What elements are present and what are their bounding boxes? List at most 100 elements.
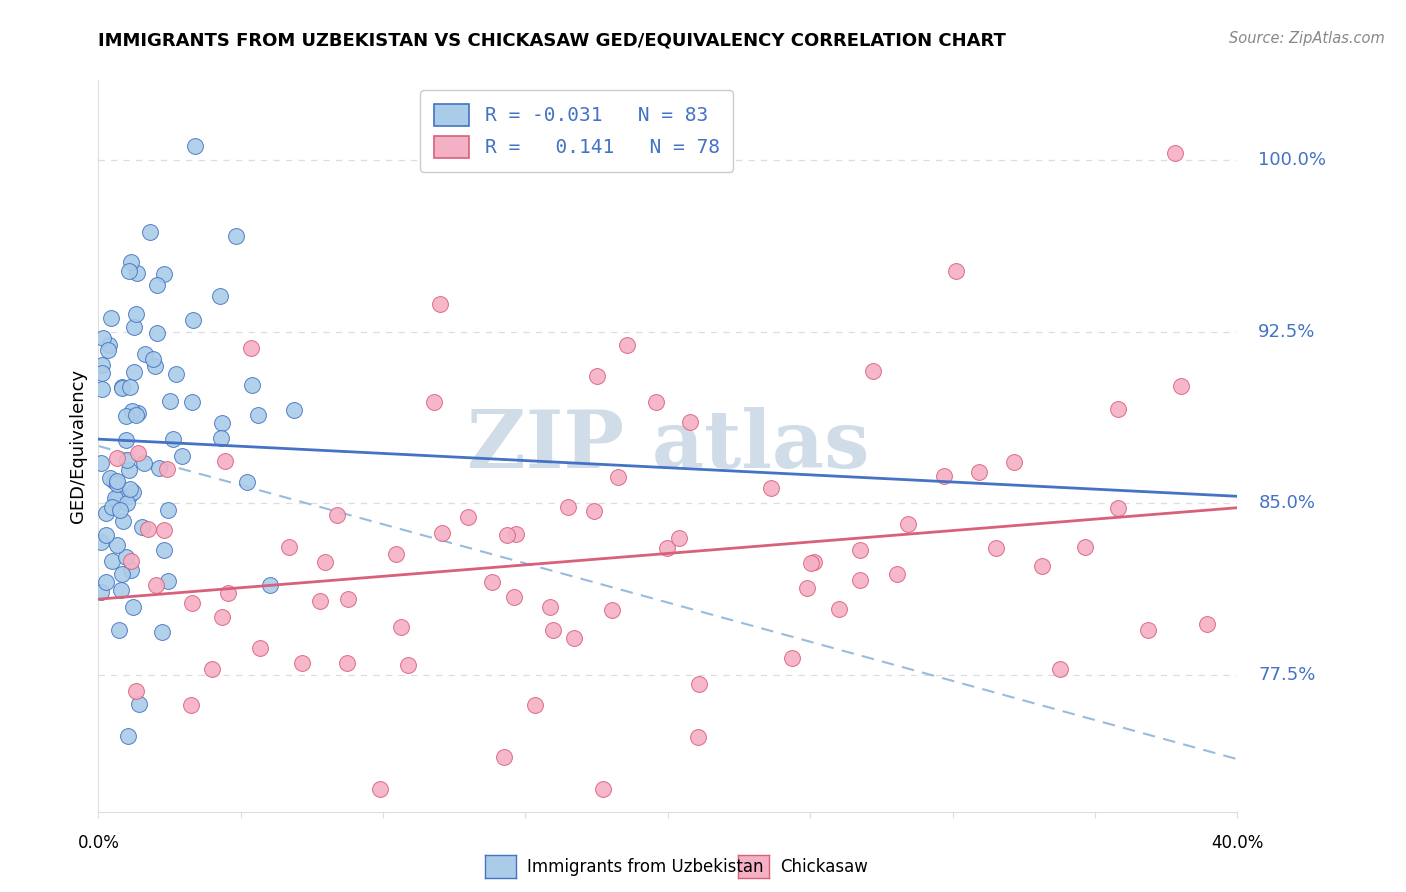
Point (1031, 558, 1053, 573)
Point (127, 446, 149, 460)
Point (115, 550, 138, 565)
Text: 40.0%: 40.0% (1211, 834, 1264, 852)
Point (90, 584, 112, 599)
Text: ZIP atlas: ZIP atlas (467, 407, 869, 485)
Point (1163, 146, 1185, 161)
Point (1170, 378, 1192, 392)
Point (583, 504, 606, 518)
Point (121, 403, 143, 417)
Point (557, 500, 579, 514)
Point (110, 583, 132, 598)
Point (368, 781, 391, 796)
Point (120, 255, 142, 269)
Text: Chickasaw: Chickasaw (780, 858, 869, 876)
Point (107, 490, 129, 504)
Text: 77.5%: 77.5% (1258, 665, 1316, 683)
Point (104, 493, 127, 508)
Point (862, 364, 884, 378)
Point (125, 266, 148, 280)
Point (125, 684, 148, 698)
Point (208, 289, 231, 303)
Point (236, 475, 259, 489)
Point (246, 408, 269, 422)
Point (139, 225, 162, 239)
Point (107, 623, 129, 637)
Point (314, 555, 336, 569)
Point (115, 453, 138, 467)
Point (309, 594, 332, 608)
Point (159, 394, 181, 409)
Point (1002, 455, 1025, 469)
Point (541, 623, 564, 637)
Text: 0.0%: 0.0% (77, 834, 120, 852)
Point (118, 264, 141, 278)
Point (886, 566, 908, 581)
Point (94, 506, 117, 520)
Point (118, 380, 141, 394)
Point (803, 555, 825, 569)
Point (150, 624, 173, 639)
Point (122, 484, 145, 499)
Point (97, 338, 120, 352)
Point (225, 228, 247, 243)
Point (688, 677, 710, 691)
Point (457, 509, 479, 524)
Point (148, 460, 170, 475)
Point (90, 456, 112, 470)
Point (209, 432, 232, 446)
Point (181, 597, 204, 611)
Point (291, 657, 314, 671)
Point (1197, 617, 1219, 632)
Point (524, 698, 547, 712)
Point (97, 343, 120, 357)
Point (1107, 501, 1129, 516)
Point (101, 554, 124, 568)
Point (759, 482, 782, 496)
Point (600, 603, 623, 617)
Point (101, 500, 124, 514)
Point (165, 368, 187, 382)
Point (492, 750, 515, 764)
Point (125, 408, 148, 422)
Point (136, 522, 159, 536)
Point (562, 632, 585, 646)
Text: Source: ZipAtlas.com: Source: ZipAtlas.com (1229, 31, 1385, 46)
Point (385, 547, 408, 561)
Point (249, 640, 271, 655)
Point (170, 449, 193, 463)
Point (283, 403, 305, 417)
Point (111, 380, 134, 394)
Point (122, 319, 145, 334)
Point (103, 474, 125, 488)
Point (1107, 401, 1129, 416)
Point (678, 415, 700, 429)
Point (180, 698, 202, 713)
Point (145, 578, 167, 592)
Point (90, 383, 112, 397)
Point (799, 556, 821, 570)
Point (592, 781, 614, 796)
Text: 100.0%: 100.0% (1258, 152, 1326, 169)
Point (152, 543, 174, 558)
Point (90, 535, 112, 549)
Point (1137, 624, 1160, 638)
Point (105, 475, 128, 489)
Point (111, 566, 134, 581)
Point (645, 394, 668, 409)
Point (325, 508, 347, 522)
Point (945, 264, 967, 278)
Point (606, 469, 628, 483)
Point (849, 574, 872, 588)
Point (104, 491, 127, 506)
Point (336, 591, 359, 606)
Point (105, 538, 128, 552)
Point (111, 381, 134, 395)
Point (120, 482, 142, 496)
Point (162, 432, 184, 446)
Point (430, 525, 453, 540)
Point (143, 359, 166, 373)
Point (134, 456, 156, 470)
Point (688, 731, 710, 745)
Point (108, 502, 131, 516)
Point (1074, 541, 1097, 555)
